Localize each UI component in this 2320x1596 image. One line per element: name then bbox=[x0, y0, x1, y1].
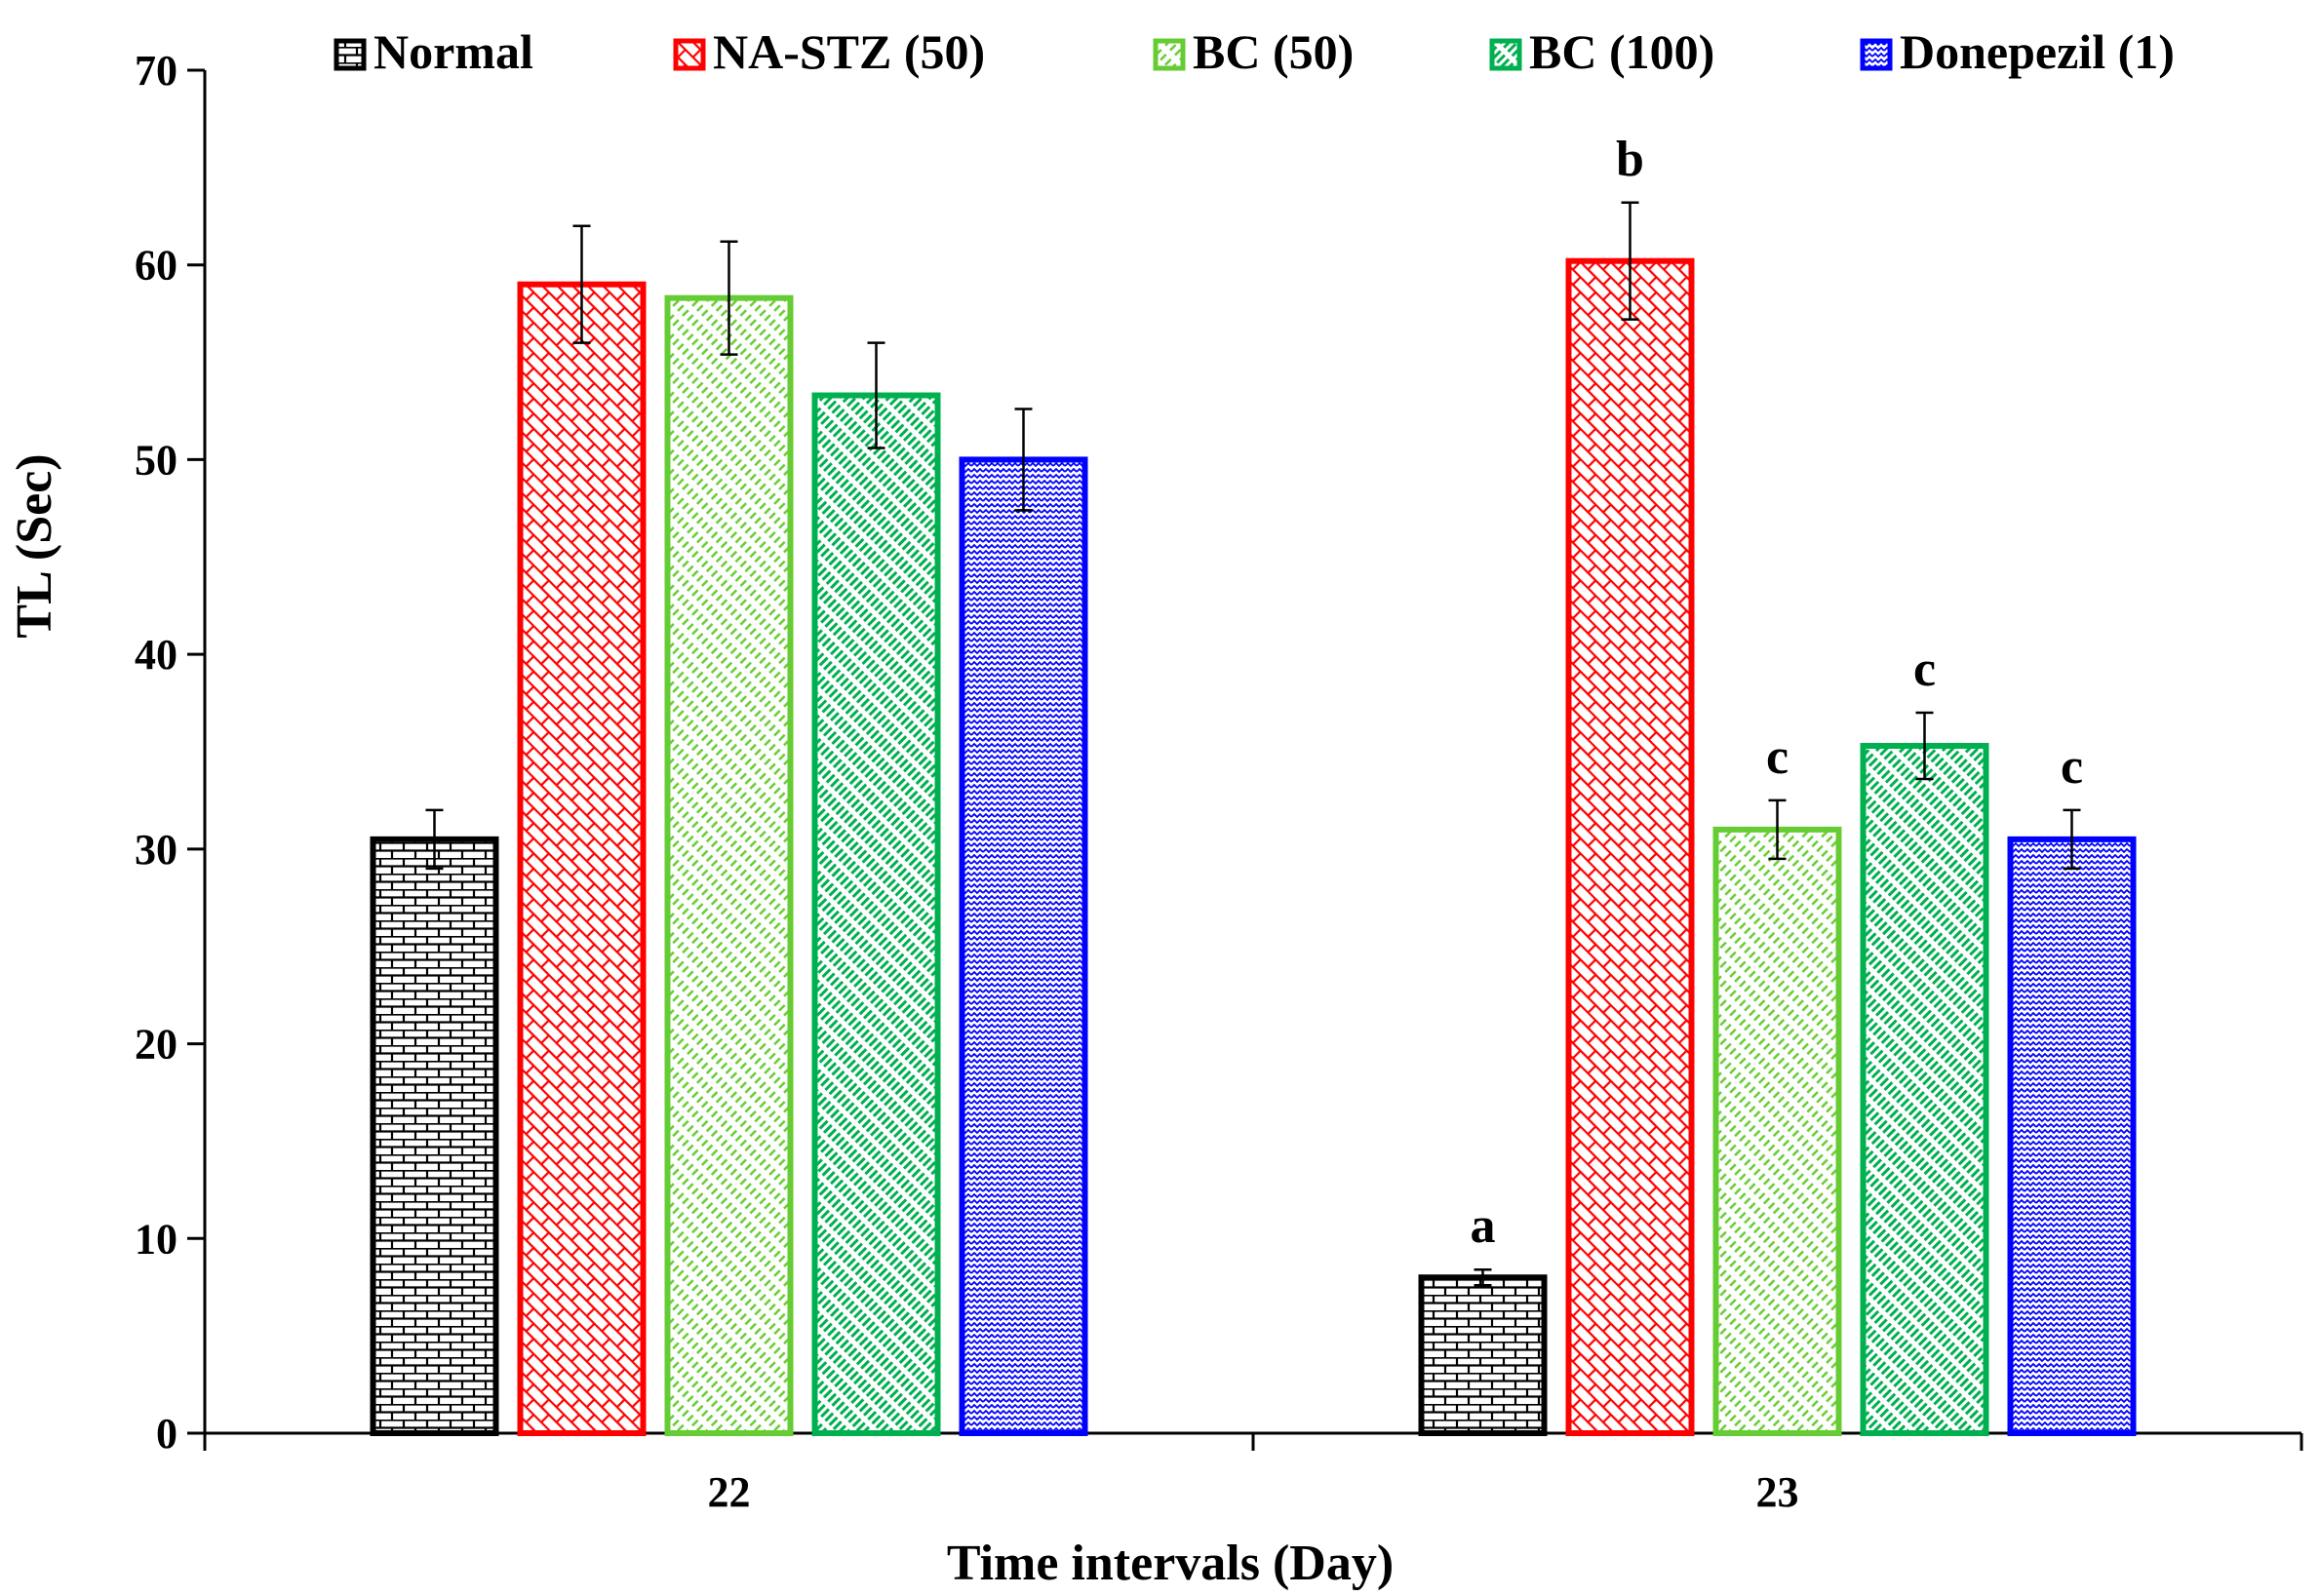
y-tick-label: 20 bbox=[135, 1021, 177, 1069]
legend-label: BC (100) bbox=[1529, 24, 1714, 79]
x-tick-label: 22 bbox=[708, 1468, 751, 1516]
error-bar bbox=[1768, 798, 1787, 861]
legend-swatch bbox=[1489, 38, 1522, 71]
error-bar bbox=[1915, 711, 1934, 781]
error-bar bbox=[425, 808, 444, 871]
error-bar bbox=[1621, 201, 1639, 321]
bar-na-stz-50-22 bbox=[517, 281, 647, 1437]
y-tick-label: 40 bbox=[135, 631, 177, 679]
significance-letter: c bbox=[1766, 729, 1789, 785]
legend-item: NA-STZ (50) bbox=[673, 24, 985, 79]
error-bar bbox=[572, 224, 591, 344]
y-tick-label: 30 bbox=[135, 826, 177, 874]
legend-label: Donepezil (1) bbox=[1900, 24, 2175, 79]
error-bar bbox=[1474, 1267, 1492, 1287]
significance-letter: c bbox=[1913, 642, 1936, 697]
x-axis-title: Time intervals (Day) bbox=[947, 1536, 1394, 1591]
significance-letter: a bbox=[1471, 1198, 1496, 1254]
legend-swatch bbox=[1153, 38, 1186, 71]
y-tick-label: 50 bbox=[135, 436, 177, 484]
x-axis: 22 23 bbox=[203, 1431, 2303, 1516]
bars bbox=[370, 257, 2137, 1437]
error-bar bbox=[1014, 408, 1033, 512]
bar-donepezil-1-23 bbox=[2007, 836, 2137, 1436]
bar-normal-23 bbox=[1418, 1274, 1548, 1436]
error-bar bbox=[2063, 808, 2081, 871]
legend-item: BC (50) bbox=[1153, 24, 1354, 79]
y-axis-title: TL (Sec) bbox=[7, 453, 62, 638]
y-tick-label: 10 bbox=[135, 1215, 177, 1263]
y-tick-label: 60 bbox=[135, 242, 177, 290]
y-axis: 0 10 20 30 40 50 60 70 bbox=[135, 47, 207, 1458]
legend-label: Normal bbox=[374, 24, 533, 79]
bar-bc-50-22 bbox=[664, 294, 794, 1436]
significance-letters: a b c c c bbox=[1471, 132, 2084, 1254]
legend: Normal NA-STZ (50) BC (50) BC (100) Donepezi… bbox=[334, 24, 2175, 79]
bar-bc-100-22 bbox=[811, 392, 941, 1437]
error-bar bbox=[867, 341, 885, 449]
legend-swatch bbox=[1860, 38, 1893, 71]
legend-item: BC (100) bbox=[1489, 24, 1714, 79]
x-tick-label: 23 bbox=[1756, 1468, 1799, 1516]
significance-letter: b bbox=[1616, 132, 1644, 187]
legend-item: Donepezil (1) bbox=[1860, 24, 2175, 79]
legend-label: NA-STZ (50) bbox=[713, 24, 985, 79]
legend-swatch bbox=[334, 38, 367, 71]
error-bars bbox=[425, 201, 2081, 1287]
y-tick-label: 0 bbox=[156, 1410, 177, 1458]
bar-bc-100-23 bbox=[1860, 743, 1989, 1436]
legend-swatch bbox=[673, 38, 706, 71]
legend-item: Normal bbox=[334, 24, 533, 79]
bar-donepezil-1-22 bbox=[959, 456, 1088, 1436]
bar-bc-50-23 bbox=[1712, 826, 1842, 1436]
legend-label: BC (50) bbox=[1193, 24, 1354, 79]
bar-normal-22 bbox=[370, 836, 499, 1436]
significance-letter: c bbox=[2061, 739, 2083, 795]
error-bar bbox=[720, 240, 738, 356]
bar-na-stz-50-23 bbox=[1565, 257, 1695, 1437]
y-tick-label: 70 bbox=[135, 47, 177, 95]
